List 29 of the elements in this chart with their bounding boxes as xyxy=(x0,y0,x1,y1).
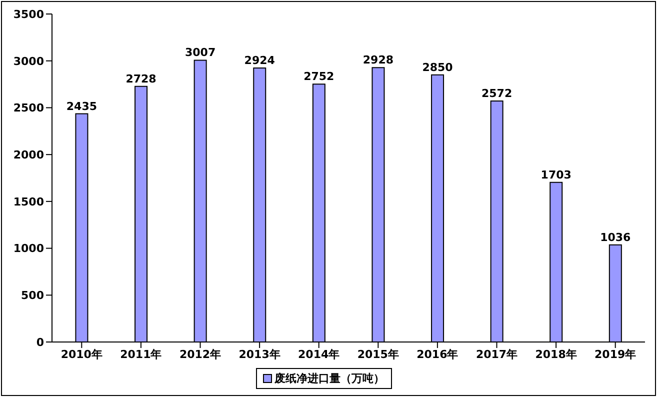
y-tick-label: 3000 xyxy=(13,54,44,68)
data-label: 2752 xyxy=(304,70,334,84)
y-tick-label: 500 xyxy=(21,289,44,302)
x-tick-label: 2014年 xyxy=(298,348,340,361)
x-tick-label: 2017年 xyxy=(476,348,518,361)
data-label: 2572 xyxy=(482,86,512,100)
x-tick-label: 2015年 xyxy=(357,348,399,361)
y-tick-label: 1000 xyxy=(13,242,44,256)
data-label: 2435 xyxy=(66,100,98,113)
data-label: 1703 xyxy=(540,168,572,182)
x-tick-label: 2019年 xyxy=(594,348,636,361)
data-label: 2928 xyxy=(362,54,394,67)
y-tick-label: 1500 xyxy=(13,195,44,208)
x-tick-label: 2011年 xyxy=(120,348,162,361)
y-tick-label: 2500 xyxy=(13,102,44,115)
data-label: 1036 xyxy=(600,230,632,244)
x-tick-label: 2012年 xyxy=(179,348,222,361)
y-tick-label: 2000 xyxy=(13,148,44,162)
x-tick-label: 2013年 xyxy=(238,348,280,361)
y-tick-label: 3500 xyxy=(13,8,44,21)
x-tick-label: 2010年 xyxy=(60,348,102,361)
data-label: 3007 xyxy=(185,46,216,60)
y-tick-label: 0 xyxy=(36,336,44,349)
data-label: 2850 xyxy=(422,60,454,74)
x-tick-label: 2016年 xyxy=(416,348,458,361)
legend-label: 废纸净进口量（万吨） xyxy=(274,371,384,386)
data-label: 2924 xyxy=(244,54,276,67)
x-tick-label: 2018年 xyxy=(535,348,577,361)
data-label: 2728 xyxy=(126,72,156,86)
